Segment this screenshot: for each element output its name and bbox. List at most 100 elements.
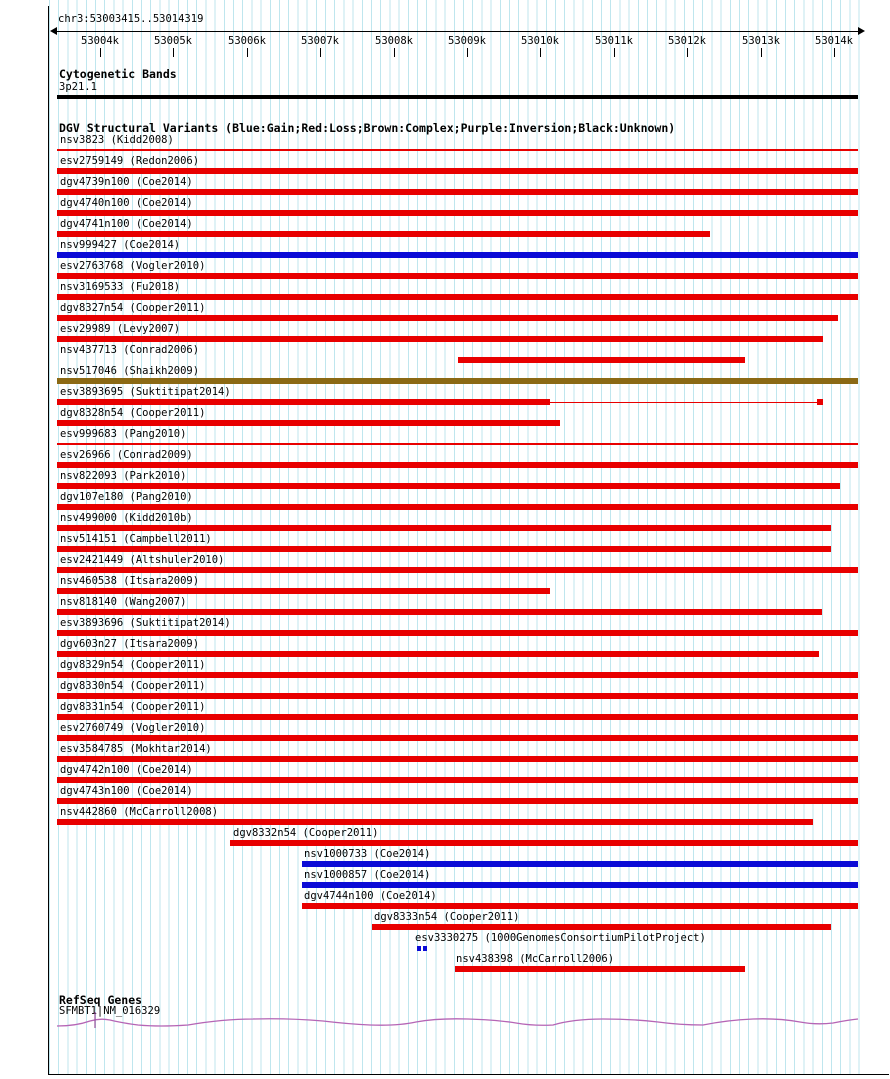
variant-label[interactable]: nsv460538 (Itsara2009) [60,575,200,587]
variant-bar[interactable] [57,462,858,468]
variant-label[interactable]: dgv4744n100 (Coe2014) [304,890,437,902]
variant-label[interactable]: esv3893696 (Suktitipat2014) [60,617,231,629]
variant-bar[interactable] [57,504,858,510]
variant-bar[interactable] [372,924,831,930]
variant-label[interactable]: nsv818140 (Wang2007) [60,596,187,608]
variant-label[interactable]: nsv499000 (Kidd2010b) [60,512,193,524]
variant-label[interactable]: esv999683 (Pang2010) [60,428,187,440]
variant-label[interactable]: esv3330275 (1000GenomesConsortiumPilotPr… [415,932,706,944]
variant-bar[interactable] [57,819,813,825]
variant-bar[interactable] [57,168,858,174]
variant-bar[interactable] [57,483,840,489]
variant-row: nsv822093 (Park2010) [0,470,890,491]
variant-bar[interactable] [57,777,858,783]
variant-label[interactable]: esv2759149 (Redon2006) [60,155,200,167]
variant-bar[interactable] [57,588,550,594]
variant-label[interactable]: dgv8327n54 (Cooper2011) [60,302,206,314]
variant-label[interactable]: nsv3823 (Kidd2008) [60,134,174,146]
ruler-tick-mark [467,48,468,57]
gene-model-glyph[interactable] [48,1009,860,1035]
variant-bar[interactable] [57,231,710,237]
variant-label[interactable]: dgv8331n54 (Cooper2011) [60,701,206,713]
variant-label[interactable]: nsv999427 (Coe2014) [60,239,181,251]
variant-label[interactable]: esv29989 (Levy2007) [60,323,181,335]
variant-bar[interactable] [57,546,831,552]
variant-label[interactable]: nsv437713 (Conrad2006) [60,344,200,356]
variant-bar[interactable] [230,840,858,846]
variant-label[interactable]: dgv8329n54 (Cooper2011) [60,659,206,671]
variant-label[interactable]: dgv8328n54 (Cooper2011) [60,407,206,419]
variant-bar[interactable] [302,882,858,888]
variant-bar[interactable] [57,714,858,720]
variant-bar[interactable] [57,798,858,804]
variant-bar[interactable] [57,609,822,615]
variant-label[interactable]: dgv4740n100 (Coe2014) [60,197,193,209]
variant-bar[interactable] [57,693,858,699]
variant-label[interactable]: nsv514151 (Campbell2011) [60,533,212,545]
variant-label[interactable]: dgv4743n100 (Coe2014) [60,785,193,797]
variant-label[interactable]: esv26966 (Conrad2009) [60,449,193,461]
variant-bar[interactable] [423,945,427,951]
gene-label[interactable]: SFMBT1|NM_016329 [59,1005,161,1017]
variant-bar[interactable] [57,294,858,300]
ruler-tick-label: 53012k [668,35,706,47]
variant-label[interactable]: esv3584785 (Mokhtar2014) [60,743,212,755]
variant-label[interactable]: esv3893695 (Suktitipat2014) [60,386,231,398]
variant-bar[interactable] [57,735,858,741]
variant-bar[interactable] [302,903,858,909]
variant-label[interactable]: dgv8330n54 (Cooper2011) [60,680,206,692]
variant-bar[interactable] [57,399,550,405]
variant-bar[interactable] [458,357,745,363]
variant-label[interactable]: nsv442860 (McCarroll2008) [60,806,219,818]
variant-bar[interactable] [57,672,858,678]
variant-bar[interactable] [57,210,858,216]
variant-bar[interactable] [57,273,858,279]
variant-label[interactable]: nsv517046 (Shaikh2009) [60,365,200,377]
ruler-tick-label: 53006k [228,35,266,47]
variant-row: esv3893695 (Suktitipat2014) [0,386,890,407]
variant-bar[interactable] [417,945,421,951]
variant-bar[interactable] [57,315,838,321]
variant-bar[interactable] [57,189,858,195]
variant-bar[interactable] [57,336,823,342]
variant-bar[interactable] [57,525,831,531]
ruler-left-arrow-icon [50,27,57,35]
cytoband-bar[interactable] [57,95,858,99]
variant-row: esv2759149 (Redon2006) [0,155,890,176]
variant-row: nsv438398 (McCarroll2006) [0,953,890,974]
variant-bar[interactable] [57,630,858,636]
variant-label[interactable]: dgv8333n54 (Cooper2011) [374,911,520,923]
variant-label[interactable]: nsv1000857 (Coe2014) [304,869,431,881]
variant-label[interactable]: dgv603n27 (Itsara2009) [60,638,200,650]
ruler-tick-mark [173,48,174,57]
ruler-tick-label: 53010k [521,35,559,47]
variant-bar[interactable] [57,149,858,151]
variant-bar[interactable] [57,443,858,445]
variant-bar[interactable] [57,252,858,258]
variant-bar[interactable] [302,861,858,867]
variant-bar[interactable] [57,651,819,657]
ruler-tick-label: 53005k [154,35,192,47]
variant-bar[interactable] [817,399,823,405]
variant-label[interactable]: nsv438398 (McCarroll2006) [456,953,615,965]
variant-label[interactable]: dgv4739n100 (Coe2014) [60,176,193,188]
variant-label[interactable]: dgv4741n100 (Coe2014) [60,218,193,230]
variant-bar[interactable] [455,966,745,972]
variant-label[interactable]: nsv822093 (Park2010) [60,470,187,482]
variant-bar[interactable] [57,756,858,762]
variant-bar[interactable] [57,420,560,426]
variant-label[interactable]: esv2421449 (Altshuler2010) [60,554,225,566]
variant-label[interactable]: dgv8332n54 (Cooper2011) [233,827,379,839]
variant-row: dgv8327n54 (Cooper2011) [0,302,890,323]
variant-label[interactable]: esv2760749 (Vogler2010) [60,722,206,734]
variant-label[interactable]: dgv107e180 (Pang2010) [60,491,193,503]
variant-label[interactable]: nsv1000733 (Coe2014) [304,848,431,860]
variant-row: nsv1000733 (Coe2014) [0,848,890,869]
variant-label[interactable]: esv2763768 (Vogler2010) [60,260,206,272]
variant-label[interactable]: nsv3169533 (Fu2018) [60,281,181,293]
variant-row: esv3330275 (1000GenomesConsortiumPilotPr… [0,932,890,953]
variant-bar[interactable] [550,401,817,403]
variant-label[interactable]: dgv4742n100 (Coe2014) [60,764,193,776]
variant-bar[interactable] [57,567,858,573]
variant-bar[interactable] [57,378,858,384]
